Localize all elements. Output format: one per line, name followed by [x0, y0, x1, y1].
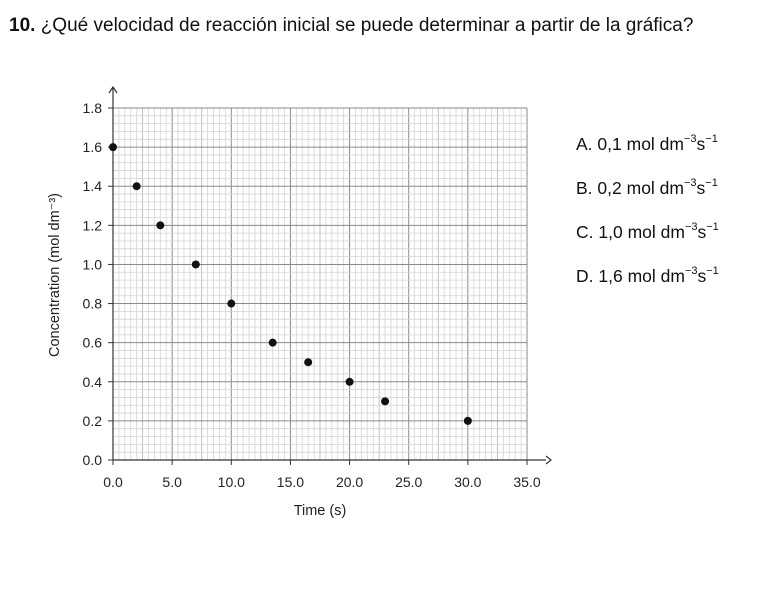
data-point — [381, 397, 390, 406]
y-tick-label: 1.4 — [83, 178, 103, 194]
data-point — [227, 299, 236, 308]
y-tick-label: 0.6 — [83, 335, 103, 351]
x-tick-label: 10.0 — [218, 474, 245, 490]
option-a[interactable]: A. 0,1 mol dm−3s−1 — [576, 133, 718, 154]
option-b[interactable]: B. 0,2 mol dm−3s−1 — [576, 177, 718, 198]
data-point — [345, 377, 354, 386]
x-tick-label: 5.0 — [162, 474, 182, 490]
chart-grid — [112, 107, 528, 461]
data-point — [156, 221, 165, 230]
option-d[interactable]: D. 1,6 mol dm−3s−1 — [576, 265, 719, 286]
chart-ticks: 0.0 5.0 10.0 15.0 20.0 25.0 30.0 35.0 0.0 0.2 0.4 0… — [83, 100, 541, 490]
x-tick-label: 15.0 — [277, 474, 304, 490]
chart-points — [109, 143, 472, 425]
y-axis-arrow-icon — [108, 85, 118, 94]
data-point — [463, 416, 472, 425]
x-tick-label: 35.0 — [513, 474, 540, 490]
y-tick-label: 1.2 — [83, 217, 103, 233]
question: 10. ¿Qué velocidad de reacción inicial s… — [9, 14, 693, 38]
x-tick-label: 30.0 — [454, 474, 481, 490]
data-point — [304, 358, 313, 367]
question-text: ¿Qué velocidad de reacción inicial se pu… — [40, 15, 694, 36]
x-axis-label: Time (s) — [294, 503, 347, 519]
y-tick-label: 0.4 — [83, 374, 103, 390]
y-tick-label: 1.8 — [83, 100, 103, 116]
question-number: 10. — [9, 15, 36, 36]
y-tick-label: 1.0 — [83, 256, 103, 272]
data-point — [268, 338, 277, 347]
x-axis-arrow-icon — [545, 455, 552, 465]
y-tick-label: 0.2 — [83, 413, 103, 429]
y-tick-label: 0.0 — [83, 452, 103, 468]
chart-axes — [108, 85, 552, 465]
y-axis-label: Concentration (mol dm⁻³) — [47, 193, 63, 357]
y-tick-label: 1.6 — [83, 139, 103, 155]
x-tick-label: 0.0 — [103, 474, 123, 490]
data-point — [191, 260, 200, 269]
data-point — [109, 143, 117, 152]
y-tick-label: 0.8 — [83, 296, 103, 312]
x-tick-label: 25.0 — [395, 474, 422, 490]
data-point — [132, 182, 141, 191]
answer-options: A. 0,1 mol dm−3s−1 B. 0,2 mol dm−3s−1 C.… — [576, 133, 719, 309]
x-tick-label: 20.0 — [336, 474, 363, 490]
option-c[interactable]: C. 1,0 mol dm−3s−1 — [576, 221, 719, 242]
